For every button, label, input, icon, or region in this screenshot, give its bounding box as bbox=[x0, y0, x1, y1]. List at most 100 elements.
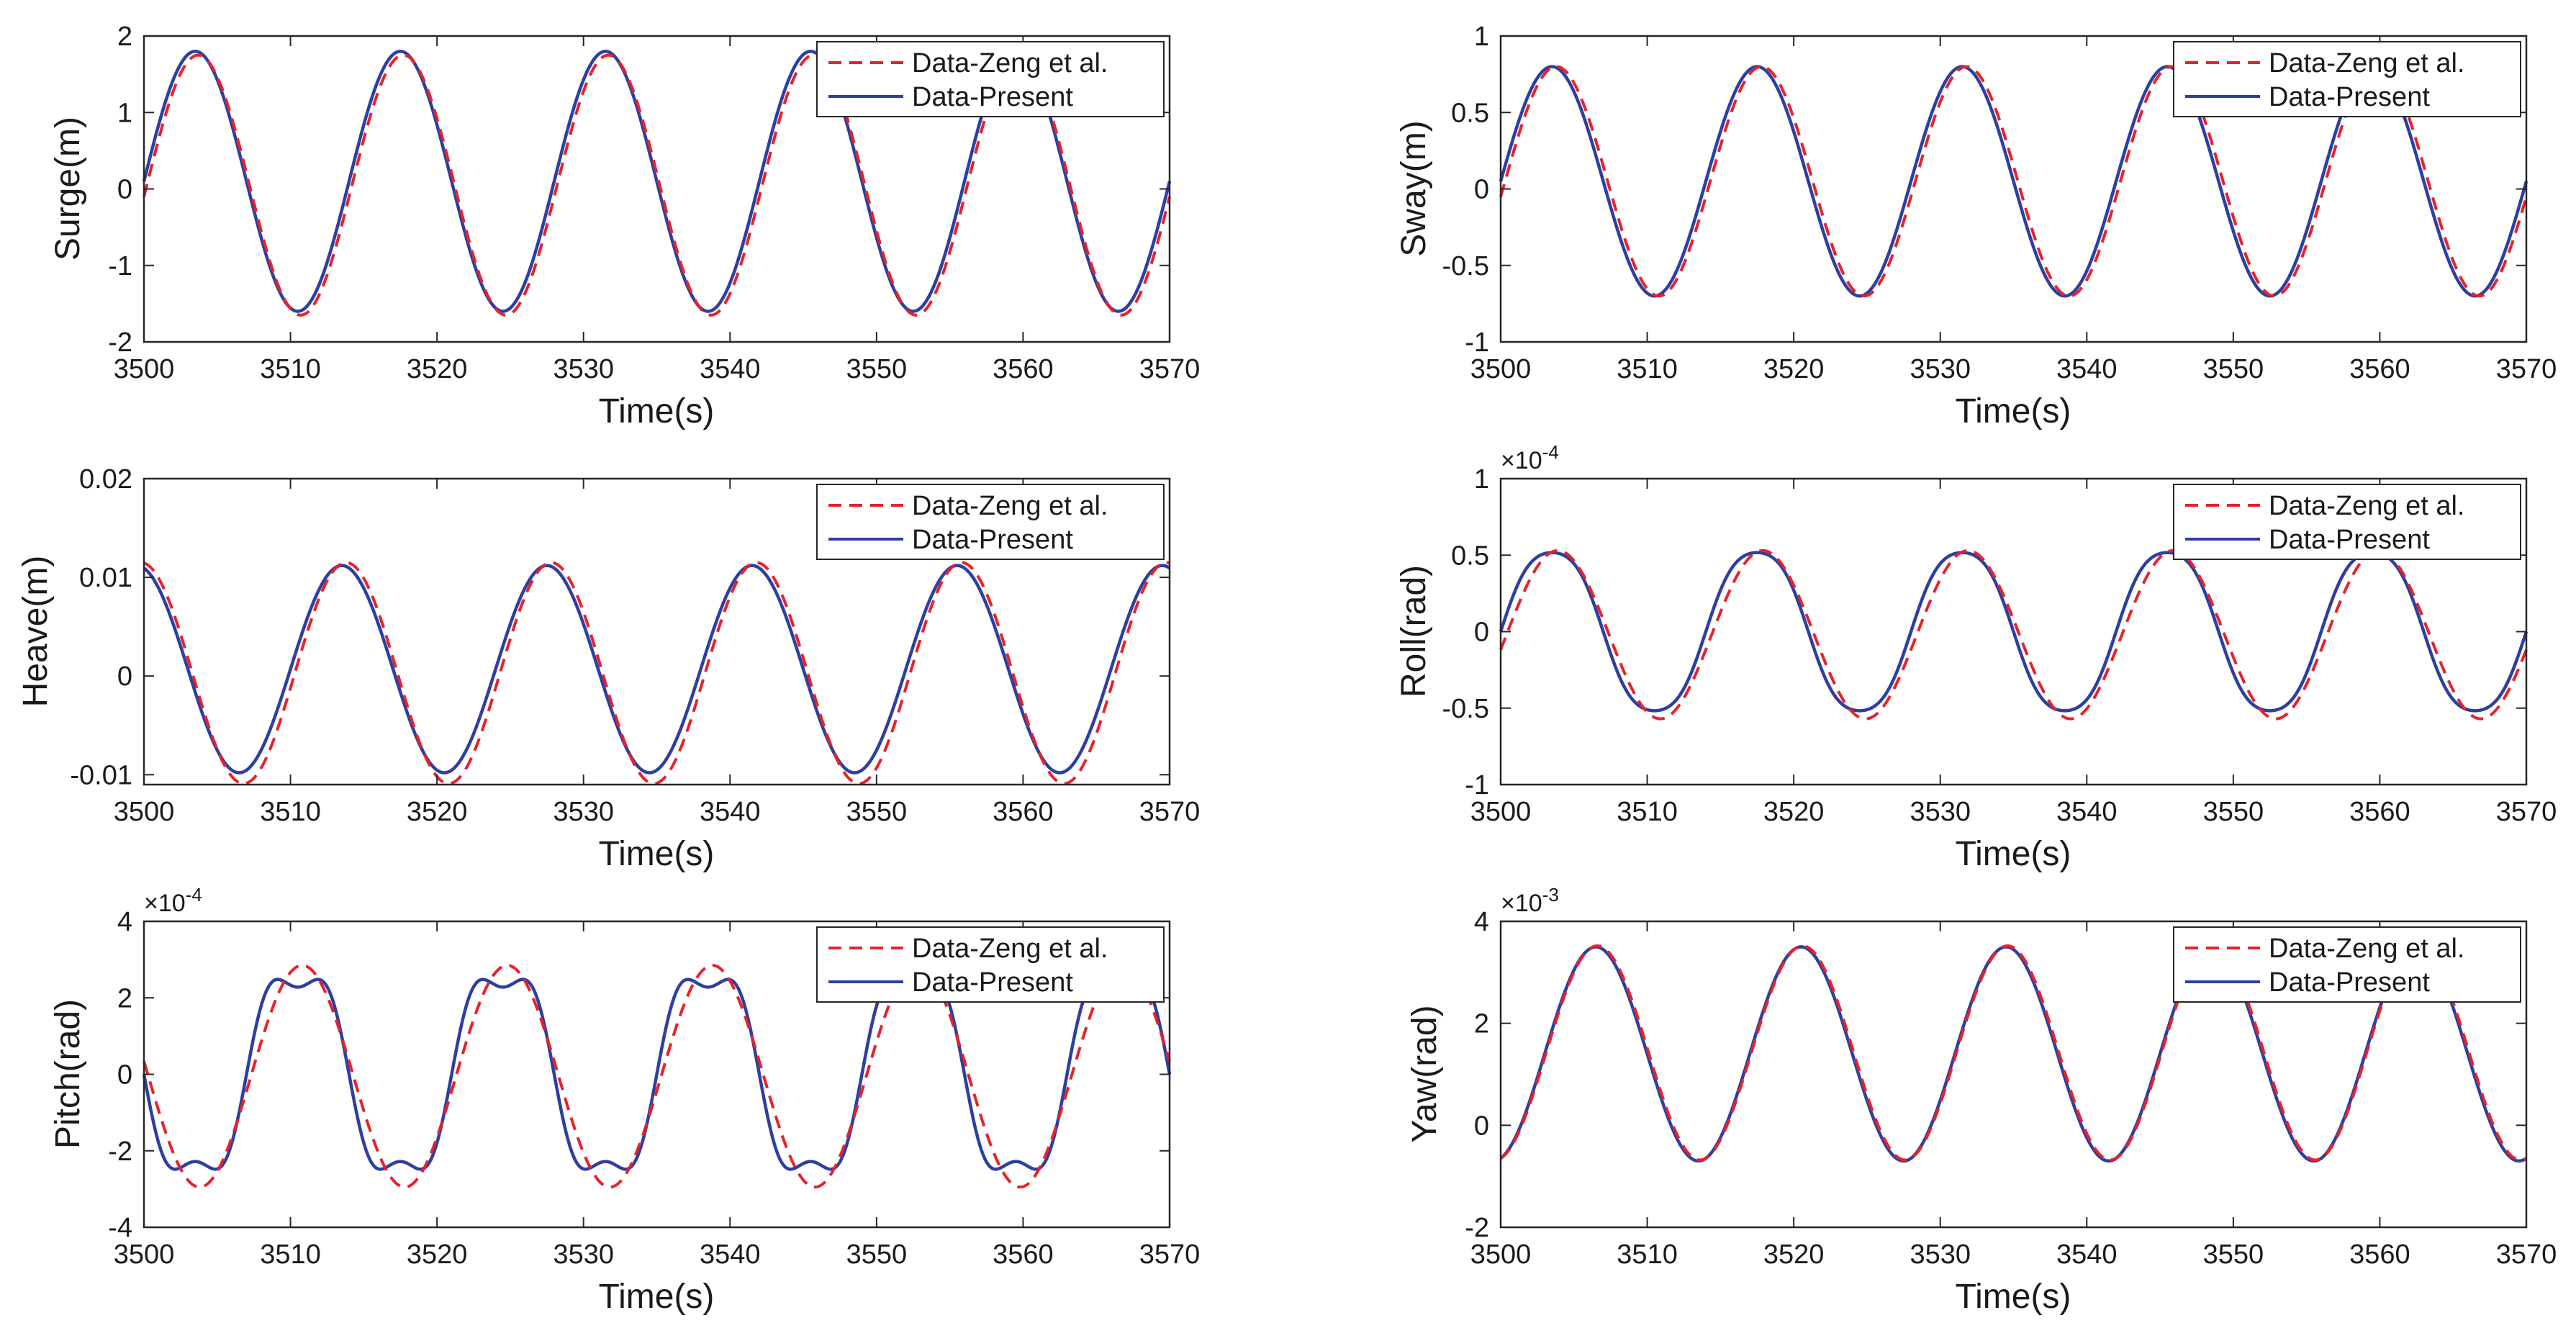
y-tick-label: -2 bbox=[1465, 1213, 1489, 1243]
legend-label-present: Data-Present bbox=[912, 525, 1073, 555]
y-tick-label: 1 bbox=[117, 98, 132, 128]
legend: Data-Zeng et al. Data-Present bbox=[816, 926, 1165, 1003]
x-tick-label: 3530 bbox=[1910, 797, 1971, 827]
x-tick-label: 3520 bbox=[407, 1240, 468, 1270]
y-tick-label: 1 bbox=[1474, 22, 1489, 52]
y-tick-label: -1 bbox=[1465, 770, 1489, 800]
x-tick-label: 3540 bbox=[700, 1240, 761, 1270]
x-axis-label: Time(s) bbox=[599, 1278, 715, 1316]
x-tick-label: 3510 bbox=[260, 797, 321, 827]
y-tick-label: 0.01 bbox=[79, 563, 132, 593]
x-axis-label: Time(s) bbox=[1956, 392, 2071, 430]
legend-label-present: Data-Present bbox=[2269, 967, 2430, 998]
axis-exponent: ×10-3 bbox=[1501, 884, 1559, 917]
x-axis-label: Time(s) bbox=[1956, 835, 2071, 873]
x-tick-label: 3510 bbox=[1617, 1240, 1678, 1270]
legend-label-reference: Data-Zeng et al. bbox=[2269, 48, 2464, 78]
y-tick-label: 2 bbox=[117, 22, 132, 52]
series-line-reference bbox=[143, 964, 1171, 1189]
y-tick-label: -1 bbox=[1465, 328, 1489, 358]
series-line-present bbox=[143, 564, 1171, 775]
panel-heave: 3500 3510 3520 3530 3540 3550 3560 3570 -0.01 0 0.… bbox=[17, 464, 1200, 873]
panel-sway: 3500 3510 3520 3530 3540 3550 3560 3570 -1 -0.5 0 0… bbox=[1395, 22, 2557, 430]
x-tick-label: 3560 bbox=[993, 1240, 1054, 1270]
x-tick-label: 3570 bbox=[2496, 797, 2557, 827]
x-tick-label: 3560 bbox=[2349, 1240, 2410, 1270]
y-axis-label: Sway(m) bbox=[1395, 120, 1433, 256]
x-tick-label: 3530 bbox=[1910, 1240, 1971, 1270]
legend: Data-Zeng et al. Data-Present bbox=[2173, 926, 2521, 1003]
y-axis-label: Pitch(rad) bbox=[49, 999, 87, 1149]
series-line-reference bbox=[143, 53, 1171, 317]
x-tick-label: 3500 bbox=[114, 797, 175, 827]
x-tick-label: 3530 bbox=[553, 797, 614, 827]
axis-exponent: ×10-4 bbox=[1501, 441, 1559, 474]
x-tick-label: 3500 bbox=[1470, 1240, 1532, 1270]
y-tick-label: 0 bbox=[117, 1060, 132, 1091]
x-tick-label: 3570 bbox=[1139, 1240, 1201, 1270]
legend: Data-Zeng et al. Data-Present bbox=[816, 484, 1165, 560]
x-tick-label: 3540 bbox=[700, 354, 761, 384]
y-axis-label: Roll(rad) bbox=[1395, 565, 1433, 697]
y-tick-label: 2 bbox=[117, 983, 132, 1013]
y-axis-label: Heave(m) bbox=[17, 556, 55, 708]
series-line-reference bbox=[143, 561, 1170, 785]
x-tick-label: 3560 bbox=[993, 354, 1054, 384]
legend-label-reference: Data-Zeng et al. bbox=[912, 934, 1108, 964]
x-tick-label: 3530 bbox=[1910, 354, 1971, 384]
series-line-reference bbox=[1499, 548, 2528, 721]
legend-label-reference: Data-Zeng et al. bbox=[2269, 491, 2464, 521]
x-tick-label: 3560 bbox=[993, 797, 1054, 827]
y-tick-label: 0.5 bbox=[1451, 541, 1489, 571]
series-line-reference bbox=[1499, 944, 2527, 1162]
legend-label-reference: Data-Zeng et al. bbox=[912, 491, 1108, 521]
y-axis-label: Yaw(rad) bbox=[1406, 1005, 1444, 1142]
x-tick-label: 3520 bbox=[1763, 354, 1825, 384]
x-tick-label: 3500 bbox=[114, 354, 175, 384]
x-tick-label: 3550 bbox=[846, 797, 908, 827]
y-tick-label: 1 bbox=[1474, 464, 1489, 495]
legend: Data-Zeng et al. Data-Present bbox=[2173, 484, 2521, 560]
y-tick-label: 0 bbox=[117, 175, 132, 205]
x-tick-label: 3500 bbox=[1470, 354, 1532, 384]
y-tick-label: 0 bbox=[1474, 1111, 1489, 1141]
x-tick-label: 3500 bbox=[1470, 797, 1532, 827]
x-tick-label: 3570 bbox=[1139, 354, 1201, 384]
legend: Data-Zeng et al. Data-Present bbox=[2173, 41, 2521, 117]
x-tick-label: 3530 bbox=[553, 354, 614, 384]
legend-label-reference: Data-Zeng et al. bbox=[2269, 934, 2464, 964]
panel-pitch: 3500 3510 3520 3530 3540 3550 3560 3570-4-2024 … bbox=[49, 884, 1200, 1316]
x-tick-label: 3520 bbox=[407, 797, 468, 827]
y-tick-label: -0.5 bbox=[1442, 694, 1489, 724]
legend-label-present: Data-Present bbox=[912, 82, 1073, 112]
legend-label-present: Data-Present bbox=[2269, 82, 2430, 112]
axis-exponent: ×10-4 bbox=[144, 884, 202, 917]
x-tick-label: 3540 bbox=[700, 797, 761, 827]
y-tick-label: -4 bbox=[108, 1213, 132, 1243]
x-tick-label: 3520 bbox=[407, 354, 468, 384]
x-axis-label: Time(s) bbox=[1956, 1278, 2071, 1316]
y-tick-label: -0.5 bbox=[1442, 251, 1489, 281]
x-tick-label: 3560 bbox=[2349, 797, 2410, 827]
y-tick-label: -0.01 bbox=[70, 760, 132, 790]
series-line-present bbox=[142, 977, 1172, 1171]
x-tick-label: 3510 bbox=[260, 1240, 321, 1270]
panel-yaw: 3500 3510 3520 3530 3540 3550 3560 3570 -2 0 2 4 ×1… bbox=[1406, 884, 2557, 1316]
y-tick-label: -1 bbox=[108, 251, 132, 281]
x-tick-label: 3540 bbox=[2056, 1240, 2118, 1270]
legend-label-present: Data-Present bbox=[2269, 525, 2430, 555]
series-line-present bbox=[1499, 945, 2528, 1163]
x-tick-label: 3520 bbox=[1763, 797, 1825, 827]
x-tick-label: 3550 bbox=[2203, 354, 2264, 384]
x-tick-label: 3530 bbox=[553, 1240, 614, 1270]
legend-label-present: Data-Present bbox=[912, 967, 1073, 998]
panel-surge: 3500 3510 3520 3530 3540 3550 3560 3570-2-1012 … bbox=[49, 22, 1200, 430]
y-tick-label: 2 bbox=[1474, 1009, 1489, 1039]
x-tick-label: 3550 bbox=[846, 354, 908, 384]
x-tick-label: 3550 bbox=[846, 1240, 908, 1270]
x-tick-label: 3510 bbox=[1617, 797, 1678, 827]
series-line-present bbox=[1499, 551, 2528, 713]
y-tick-label: 4 bbox=[1474, 907, 1489, 937]
legend-label-reference: Data-Zeng et al. bbox=[912, 48, 1108, 78]
